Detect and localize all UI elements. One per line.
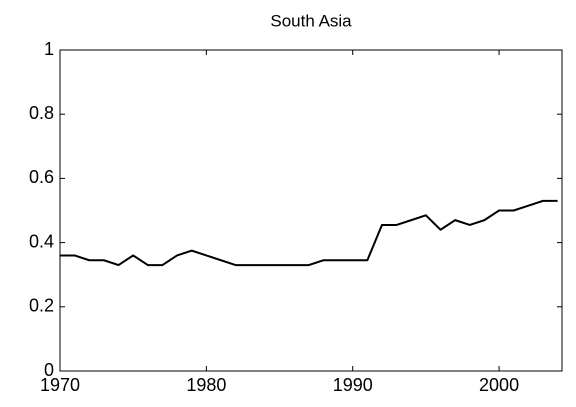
x-tick-label: 2000 [479, 375, 519, 395]
x-tick-label: 1970 [40, 375, 80, 395]
y-tick-label: 0.8 [29, 103, 54, 123]
x-tick-label: 1990 [333, 375, 373, 395]
y-tick-label: 0.2 [29, 296, 54, 316]
line-series [60, 199, 558, 267]
chart-title: South Asia [270, 11, 352, 30]
plot-frame [59, 49, 563, 372]
y-tick-label: 0.6 [29, 167, 54, 187]
y-tick-label: 1 [44, 39, 54, 59]
y-tick-label: 0 [44, 360, 54, 380]
x-tick-label: 1980 [186, 375, 226, 395]
y-tick-label: 0.4 [29, 231, 54, 251]
